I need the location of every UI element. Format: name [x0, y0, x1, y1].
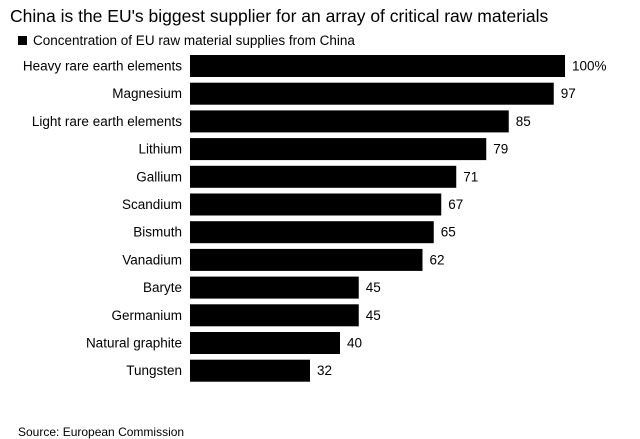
category-label: Light rare earth elements	[32, 114, 182, 129]
bar	[190, 138, 487, 161]
bar	[190, 359, 310, 382]
bar	[190, 193, 442, 216]
category-label: Vanadium	[122, 252, 182, 267]
category-label: Magnesium	[112, 86, 182, 101]
bar	[190, 304, 359, 327]
chart-title: China is the EU's biggest supplier for a…	[10, 6, 549, 26]
value-label: 45	[366, 308, 381, 323]
value-label: 100%	[572, 59, 607, 74]
value-label: 65	[441, 225, 456, 240]
bar	[190, 221, 434, 244]
bar	[190, 82, 554, 105]
category-label: Heavy rare earth elements	[23, 59, 182, 74]
value-label: 40	[347, 336, 362, 351]
legend-label: Concentration of EU raw material supplie…	[33, 33, 355, 48]
legend-swatch	[18, 36, 27, 45]
value-label: 62	[430, 252, 445, 267]
bar	[190, 165, 457, 188]
bar	[190, 332, 340, 354]
value-label: 32	[317, 363, 332, 378]
category-label: Bismuth	[133, 225, 182, 240]
category-label: Germanium	[111, 308, 182, 323]
category-label: Baryte	[143, 280, 182, 295]
bar	[190, 248, 423, 271]
category-label: Tungsten	[126, 363, 182, 378]
category-label: Scandium	[122, 197, 182, 212]
source-note: Source: European Commission	[18, 425, 185, 439]
category-label: Natural graphite	[86, 336, 182, 351]
value-label: 85	[516, 114, 531, 129]
value-label: 67	[448, 197, 463, 212]
value-label: 79	[493, 142, 508, 157]
bar	[190, 110, 509, 133]
legend: Concentration of EU raw material supplie…	[18, 32, 355, 49]
value-label: 45	[366, 280, 381, 295]
value-label: 71	[463, 169, 478, 184]
bar	[190, 276, 359, 299]
bar	[190, 55, 565, 77]
category-label: Lithium	[138, 142, 182, 157]
value-label: 97	[561, 86, 576, 101]
category-label: Gallium	[136, 169, 182, 184]
